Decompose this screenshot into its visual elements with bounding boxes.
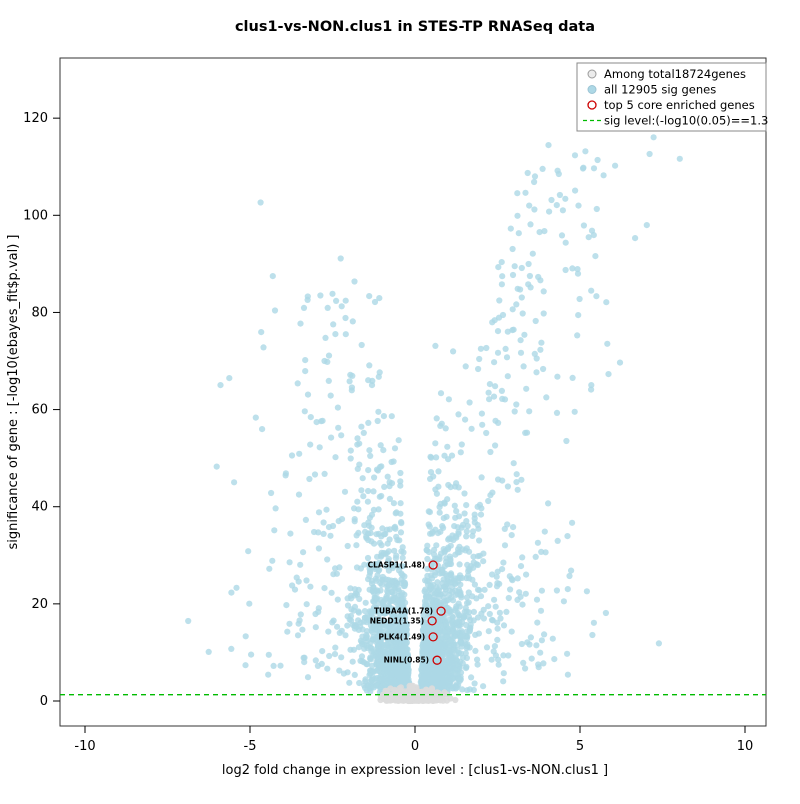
svg-text:5: 5 bbox=[576, 739, 584, 754]
enriched-gene-label: NEDD1(1.35) bbox=[370, 616, 424, 625]
svg-text:60: 60 bbox=[31, 403, 48, 418]
svg-text:0: 0 bbox=[411, 739, 419, 754]
legend: Among total18724genes all 12905 sig gene… bbox=[576, 62, 768, 132]
svg-text:40: 40 bbox=[31, 500, 48, 515]
svg-text:10: 10 bbox=[737, 739, 754, 754]
enriched-gene-label: NINL(0.85) bbox=[384, 656, 429, 665]
enriched-genes-group: CLASP1(1.48) TUBA4A(1.78)NEDD1(1.35) PLK4(… bbox=[368, 560, 446, 665]
enriched-gene-marker bbox=[432, 655, 442, 665]
svg-text:20: 20 bbox=[31, 597, 48, 612]
legend-label-total: Among total18724genes bbox=[604, 67, 746, 81]
plot-border bbox=[59, 57, 767, 727]
legend-box bbox=[576, 62, 767, 132]
legend-total-genes-icon bbox=[587, 69, 597, 79]
enriched-gene-marker bbox=[428, 560, 438, 570]
enriched-gene-label: PLK4(1.49) bbox=[378, 632, 425, 641]
svg-text:80: 80 bbox=[31, 305, 48, 320]
legend-label-sig: all 12905 sig genes bbox=[604, 83, 716, 97]
significant-gene-points bbox=[185, 134, 683, 696]
svg-text:0: 0 bbox=[40, 694, 48, 709]
legend-label-sig-level: sig level:(-log10(0.05)==1.3 bbox=[604, 114, 768, 128]
chart-title: clus1-vs-NON.clus1 in STES-TP RNASeq dat… bbox=[235, 19, 595, 35]
enriched-gene-marker bbox=[436, 606, 446, 616]
enriched-gene-marker bbox=[427, 616, 437, 626]
y-axis-label: significance of gene : [-log10(ebayes_fi… bbox=[6, 235, 21, 550]
svg-text:-10: -10 bbox=[74, 739, 95, 754]
svg-text:-5: -5 bbox=[244, 739, 257, 754]
svg-text:100: 100 bbox=[23, 208, 48, 223]
nonsignificant-gene-points bbox=[377, 682, 459, 705]
enriched-gene-label: TUBA4A(1.78) bbox=[374, 607, 433, 616]
enriched-gene-label: CLASP1(1.48) bbox=[368, 561, 426, 570]
enriched-gene-marker bbox=[428, 632, 438, 642]
x-axis-label: log2 fold change in expression level : [… bbox=[222, 763, 608, 778]
svg-text:120: 120 bbox=[23, 111, 48, 126]
legend-label-enriched: top 5 core enriched genes bbox=[604, 98, 755, 112]
legend-enriched-genes-icon bbox=[587, 100, 597, 110]
legend-sig-genes-icon bbox=[587, 85, 597, 94]
